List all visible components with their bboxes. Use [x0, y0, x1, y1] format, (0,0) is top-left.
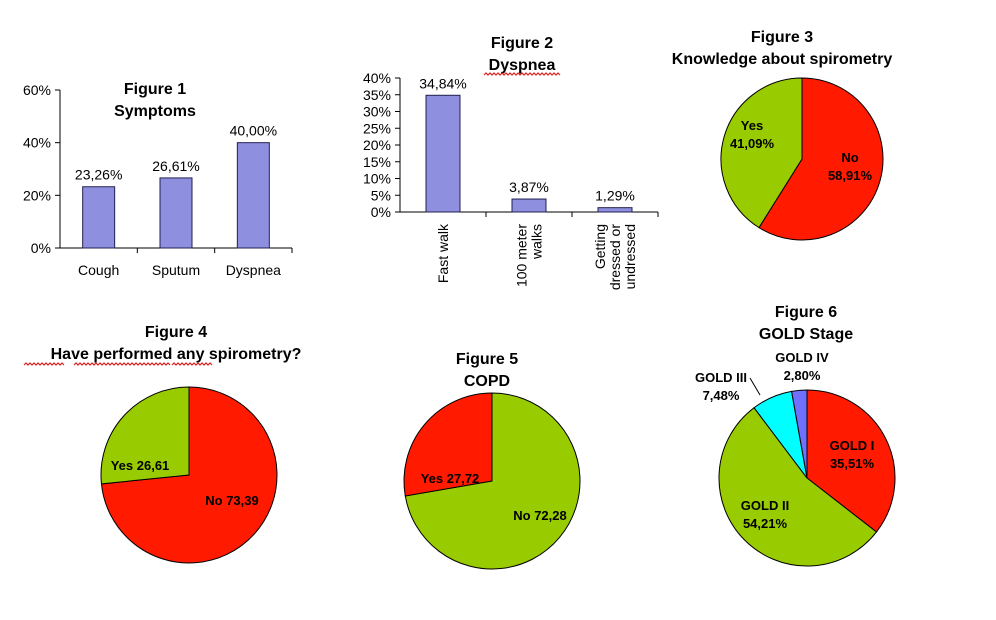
fig2-y-tick-label: 25% — [363, 120, 391, 136]
figure-4-subtitle: Have performed any spirometry? — [51, 346, 302, 363]
figure-2-dyspnea-chart: Figure 2 Dyspnea 0%5%10%15%20%25%30%35%4… — [363, 35, 659, 290]
fig2-category-label-line: undressed — [622, 224, 638, 289]
fig2-category-label-line: dressed or — [607, 224, 623, 290]
figure-3-subtitle: Knowledge about spirometry — [672, 51, 893, 68]
fig6-slice-gold-ii — [718, 407, 878, 567]
fig2-data-label-fast-walk: 34,84% — [419, 75, 466, 91]
fig1-y-tick-label: 60% — [23, 82, 51, 98]
figure-3-slice-value-yes: 41,09% — [730, 136, 775, 151]
figure-6-subtitle: GOLD Stage — [759, 326, 853, 343]
figure-4-spell-underline-have — [23, 362, 65, 366]
fig1-data-label-sputum: 26,61% — [152, 158, 199, 174]
figure-6-gold-stage-pie: Figure 6 GOLD Stage GOLD I 35,51% GOLD I… — [695, 304, 896, 567]
figure-5-slice-label-no: No 72,28 — [513, 508, 566, 523]
fig2-bar-100-meter-walks — [511, 198, 547, 213]
figure-1-subtitle: Symptoms — [114, 103, 196, 120]
figure-6-slice-label-gold-iii: GOLD III — [695, 370, 747, 385]
fig1-data-label-cough: 23,26% — [75, 167, 122, 183]
figure-2-bars: 34,84% Fast walk 3,87% 100 meter walks 1,29% G… — [419, 75, 638, 290]
figure-6-slice-value-gold-i: 35,51% — [830, 456, 875, 471]
fig1-y-tick-label: 0% — [31, 240, 51, 256]
figure-1-title: Figure 1 — [124, 81, 186, 98]
figure-4-slice-label-no: No 73,39 — [205, 493, 258, 508]
figure-4-slice-label-yes: Yes 26,61 — [111, 458, 170, 473]
fig1-y-tick-label: 40% — [23, 135, 51, 151]
figure-2-title: Figure 2 — [491, 35, 553, 52]
figure-3-knowledge-pie: Figure 3 Knowledge about spirometry No 5… — [672, 29, 893, 241]
fig1-category-label-cough: Cough — [78, 262, 119, 278]
figure-5-slice-label-yes: Yes 27,72 — [421, 471, 480, 486]
fig2-y-tick-label: 10% — [363, 171, 391, 187]
figure-2-subtitle-spell-underline — [483, 72, 561, 76]
fig2-y-tick-label: 5% — [371, 187, 391, 203]
figure-6-slice-value-gold-iv: 2,80% — [784, 368, 821, 383]
fig3-slice-no — [758, 77, 884, 241]
fig5-slice-no-72-28 — [404, 392, 581, 570]
figure-4-spell-underline-performed — [73, 362, 171, 366]
fig2-bar-getting-dressed-or-undressed — [597, 207, 633, 213]
figure-6-leader-line-gold-iii — [749, 377, 761, 396]
fig2-category-label-line: 100 meter — [514, 224, 530, 287]
fig6-slice-gold-iv — [791, 389, 808, 479]
fig5-slice-yes-27-72 — [403, 392, 493, 497]
fig1-category-label-dyspnea: Dyspnea — [226, 262, 281, 278]
fig6-slice-gold-i — [806, 389, 896, 533]
figure-5-slices — [403, 392, 581, 570]
figure-3-slice-label-yes: Yes — [741, 118, 763, 133]
fig2-data-label-100-meter-walks: 3,87% — [509, 179, 549, 195]
fig1-category-label-sputum: Sputum — [152, 262, 200, 278]
figure-5-title: Figure 5 — [456, 351, 518, 368]
figure-3-slice-value-no: 58,91% — [828, 168, 873, 183]
fig4-slice-yes-26-61 — [100, 386, 190, 485]
figure-6-slice-label-gold-ii: GOLD II — [741, 498, 789, 513]
figure-4-spell-underline-any — [171, 362, 213, 366]
figure-6-slice-label-gold-i: GOLD I — [830, 438, 875, 453]
figure-1-symptoms-chart: Figure 1 Symptoms 0% 20% 40% 60% 23,26% Coug… — [23, 81, 293, 278]
fig1-y-tick-label: 20% — [23, 187, 51, 203]
figure-6-slices — [718, 389, 896, 567]
fig1-data-label-dyspnea: 40,00% — [230, 123, 277, 139]
fig2-y-tick-label: 20% — [363, 137, 391, 153]
figure-3-slices — [720, 77, 884, 241]
fig1-bar-cough — [82, 186, 116, 249]
figure-6-slice-value-gold-ii: 54,21% — [743, 516, 788, 531]
figure-2-subtitle: Dyspnea — [489, 57, 556, 74]
figure-6-title: Figure 6 — [775, 304, 837, 321]
fig1-bar-sputum — [159, 177, 193, 249]
figure-1-bars: 23,26% Cough 26,61% Sputum 40,00% Dyspnea — [75, 123, 281, 278]
fig2-y-tick-label: 40% — [363, 70, 391, 86]
fig2-category-label-line: walks — [529, 224, 545, 260]
fig2-bar-fast-walk — [425, 94, 461, 213]
fig2-category-label-line: Fast walk — [435, 223, 451, 283]
figure-3-slice-label-no: No — [841, 150, 858, 165]
figure-5-copd-pie: Figure 5 COPD Yes 27,72 No 72,28 — [403, 351, 581, 570]
fig2-data-label-getting-dressed-or-undressed: 1,29% — [595, 188, 635, 204]
figure-3-title: Figure 3 — [751, 29, 813, 46]
fig2-category-label-line: Getting — [592, 224, 608, 269]
fig3-slice-yes — [720, 77, 803, 229]
fig2-y-tick-label: 35% — [363, 87, 391, 103]
fig2-y-tick-label: 0% — [371, 204, 391, 220]
figure-5-subtitle: COPD — [464, 373, 510, 390]
figure-4-title: Figure 4 — [145, 324, 207, 341]
figure-6-slice-label-gold-iv: GOLD IV — [775, 350, 829, 365]
figure-4-performed-spirometry-pie: Figure 4 Have performed any spirometry? … — [23, 324, 302, 564]
fig1-bar-dyspnea — [236, 142, 270, 249]
fig2-y-tick-label: 30% — [363, 104, 391, 120]
fig2-y-tick-label: 15% — [363, 154, 391, 170]
figure-4-slices — [100, 386, 278, 564]
figure-6-slice-value-gold-iii: 7,48% — [703, 388, 740, 403]
